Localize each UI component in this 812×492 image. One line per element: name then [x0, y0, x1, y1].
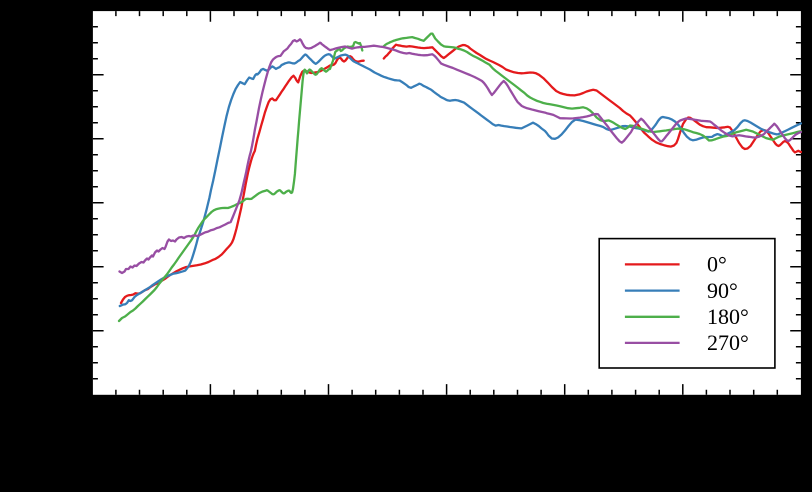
svg-text:90°: 90°	[707, 278, 738, 303]
svg-text:180°: 180°	[707, 304, 749, 329]
svg-text:270°: 270°	[707, 330, 749, 355]
svg-text:0°: 0°	[707, 252, 727, 277]
